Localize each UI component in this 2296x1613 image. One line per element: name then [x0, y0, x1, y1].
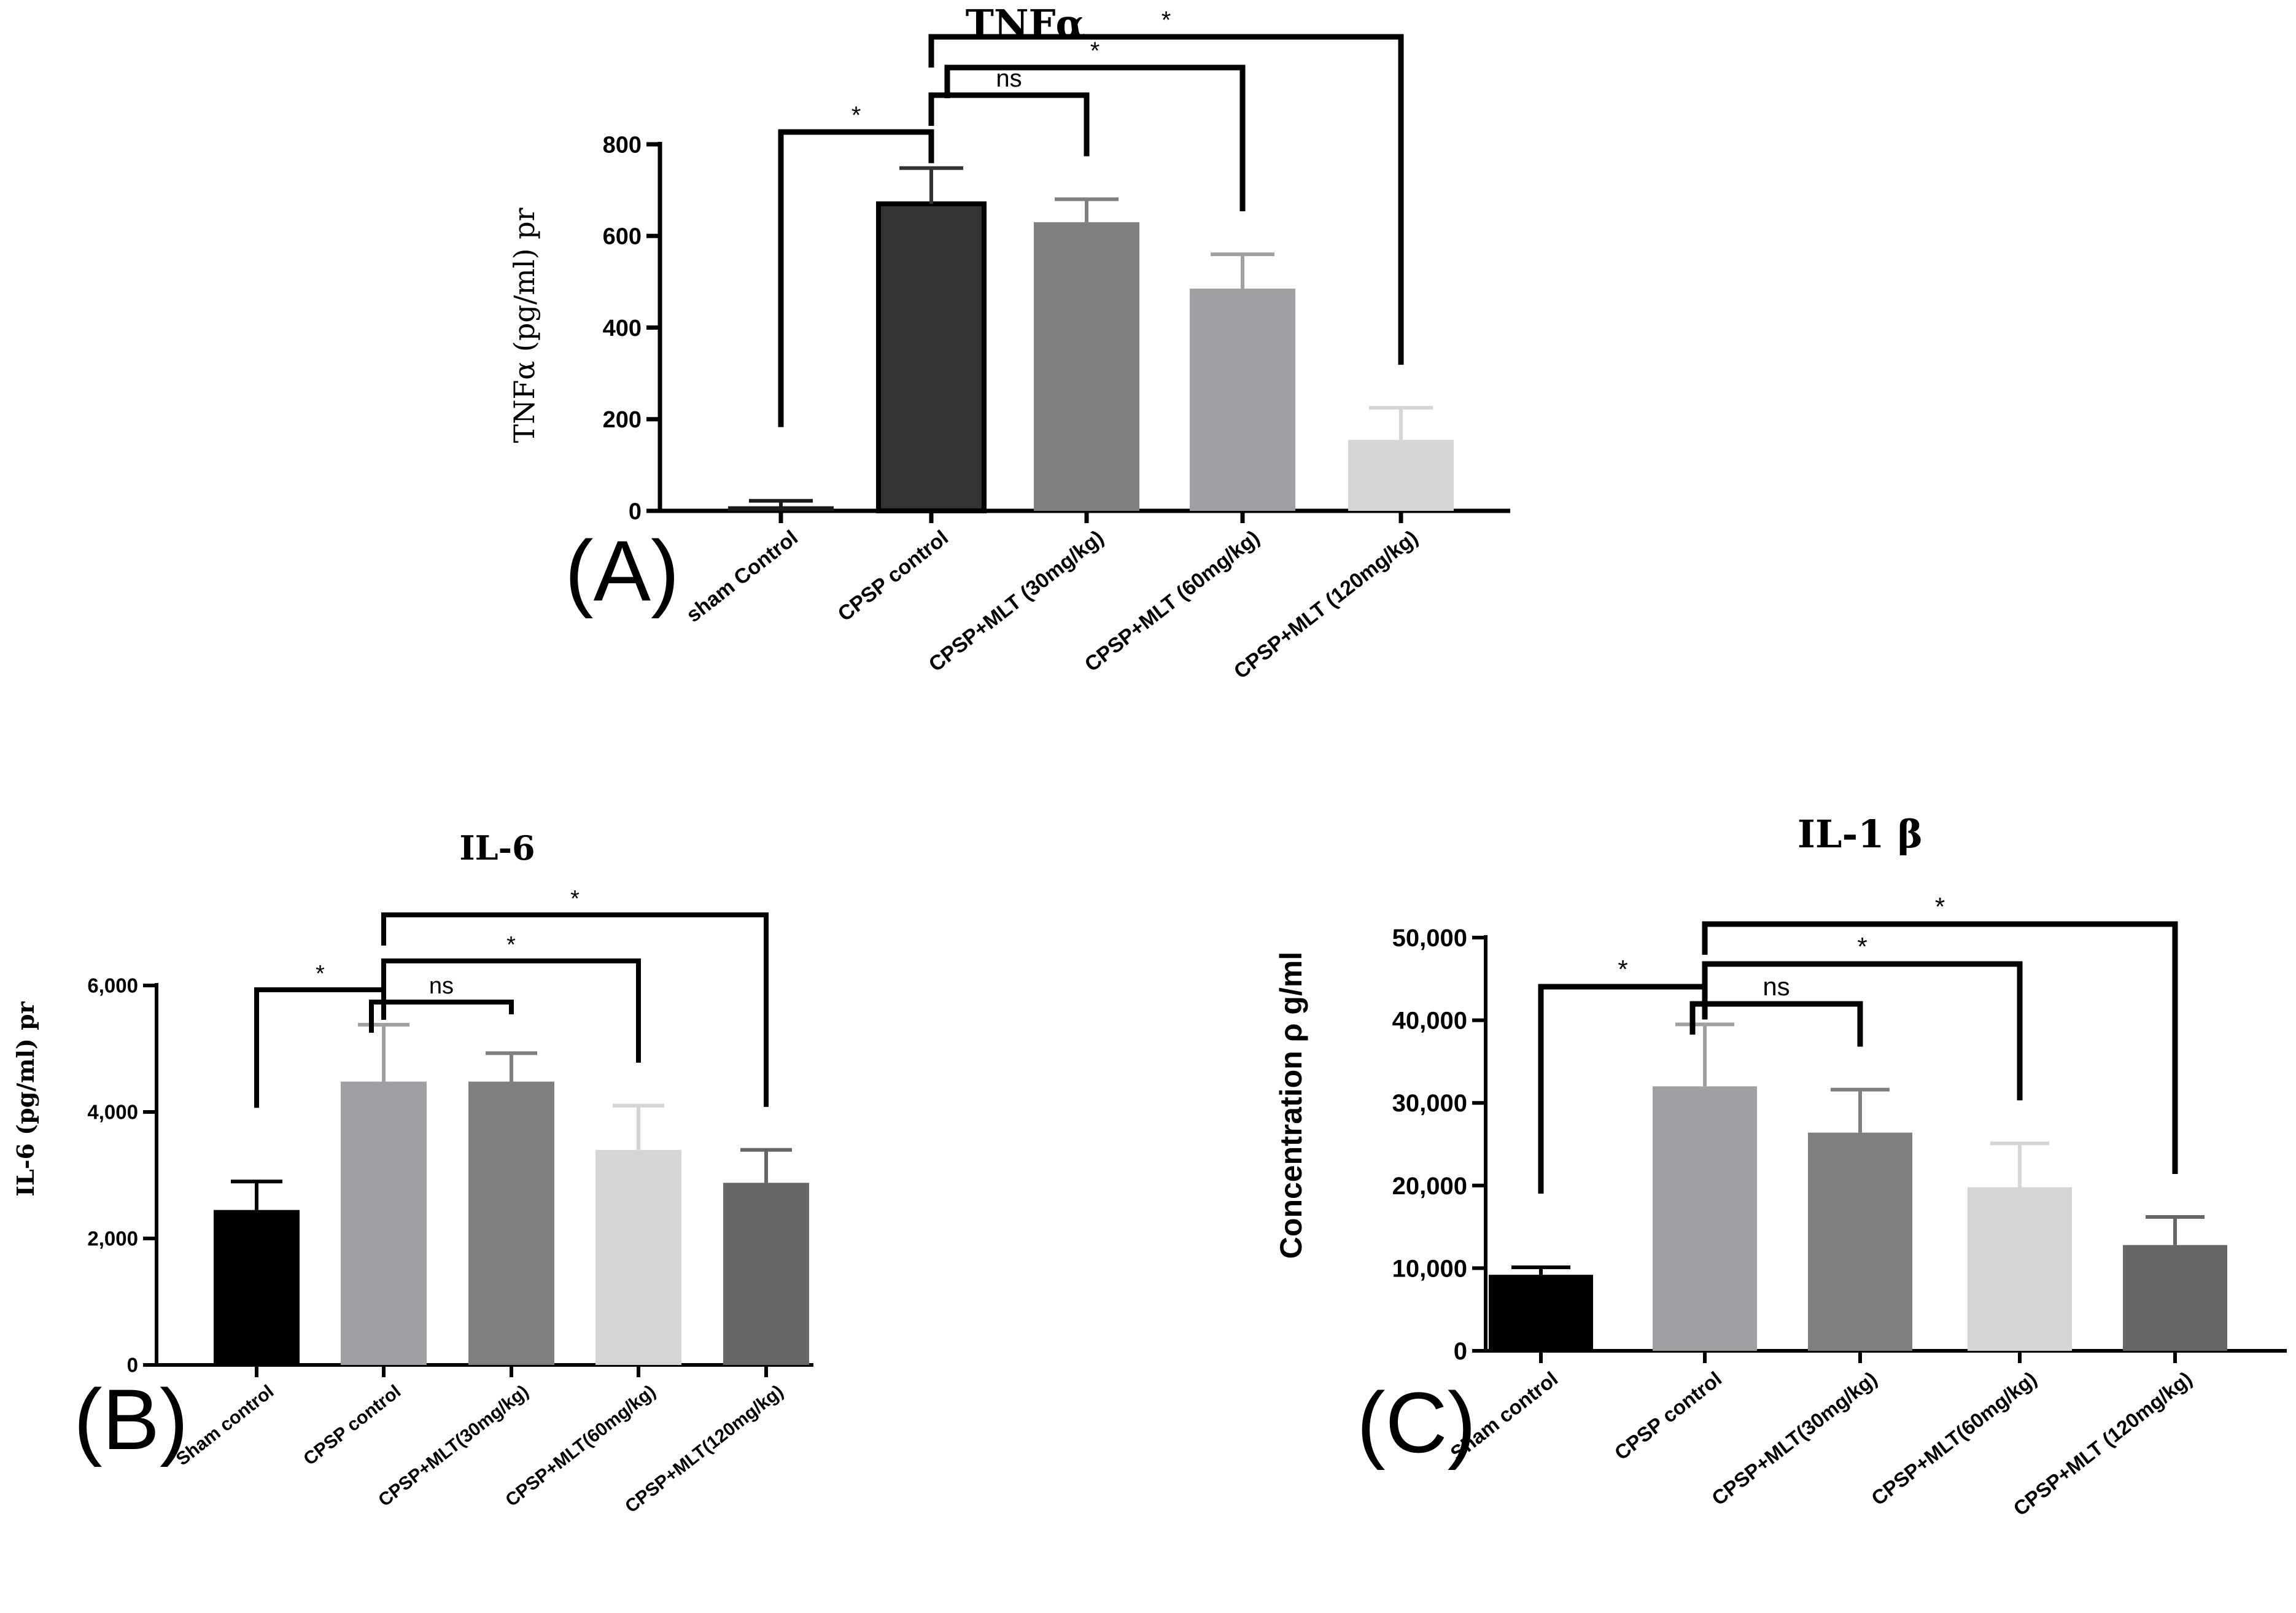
bar [214, 1210, 300, 1365]
y-tick-label: 50,000 [1392, 925, 1467, 952]
bar [1190, 289, 1295, 511]
chart-tnf-alpha: TNFα TNFα (pg/ml) pr (A) 0200400600800sh… [508, 1, 1510, 683]
significance-label: * [1618, 955, 1627, 984]
bar [595, 1149, 681, 1365]
bar [1348, 440, 1454, 511]
significance-label: * [851, 102, 861, 129]
y-tick-label: 600 [603, 224, 642, 250]
significance-bracket [928, 92, 1090, 157]
bar [341, 1081, 427, 1365]
significance-bracket [369, 1000, 514, 1033]
x-tick-label: sham Control [682, 526, 802, 627]
significance-label: * [1162, 7, 1171, 34]
significance-label: * [316, 961, 325, 987]
significance-bracket [254, 987, 386, 1108]
x-tick-label: CPSP+MLT (60mg/kg) [1080, 526, 1264, 676]
significance-bracket [1689, 1001, 1863, 1047]
bar [1808, 1132, 1912, 1351]
y-tick-label: 30,000 [1392, 1090, 1467, 1117]
significance-bracket [944, 64, 1246, 212]
significance-label: * [1090, 37, 1100, 64]
y-tick-label: 800 [603, 132, 642, 158]
chart-title: IL-6 [459, 828, 535, 868]
bar [728, 506, 834, 511]
significance-label: * [1935, 892, 1945, 921]
y-tick-label: 10,000 [1392, 1255, 1467, 1282]
bar [1968, 1187, 2072, 1351]
x-tick-label: CPSP control [300, 1382, 405, 1470]
chart-il-6: IL-6 IL-6 (pg/ml) pr (B) 0 2,000 4,000 6,00… [12, 828, 813, 1517]
y-axis-label: IL-6 (pg/ml) pr [12, 1001, 39, 1196]
significance-label: ns [1763, 972, 1790, 1001]
bar [2123, 1245, 2227, 1351]
bar [1489, 1275, 1593, 1351]
x-tick-label: CPSP+MLT(60mg/kg) [1867, 1367, 2041, 1510]
y-axis-label: TNFα (pg/ml) pr [508, 208, 541, 443]
panel-label: (C) [1357, 1374, 1476, 1471]
bar [1653, 1086, 1757, 1351]
y-tick-label: 6,000 [87, 974, 138, 997]
y-tick-label: 0 [629, 499, 642, 524]
chart-title: IL-1 β [1798, 812, 1923, 857]
x-tick-label: CPSP control [834, 526, 953, 626]
panel-label: (B) [74, 1371, 188, 1467]
y-tick-label: 2,000 [87, 1227, 138, 1250]
y-tick-label: 200 [603, 407, 642, 433]
bar [1034, 222, 1139, 511]
chart-marks: 0 2,000 4,000 6,000 Sham control CPSP control… [87, 886, 813, 1517]
bar [876, 201, 987, 513]
significance-label: * [570, 886, 580, 912]
y-axis-label: Concentration ρ g/ml [1274, 952, 1308, 1259]
significance-bracket [381, 912, 769, 1107]
bar [468, 1081, 554, 1365]
panel-label: (A) [565, 523, 680, 619]
significance-label: * [1857, 932, 1867, 961]
x-tick-label: CPSP control [1610, 1367, 1726, 1464]
significance-bracket [1702, 961, 2023, 1101]
significance-label: ns [429, 973, 454, 999]
chart-il-1-beta: IL-1 β Concentration ρ g/ml (C) 0 10,000 2… [1274, 812, 2287, 1520]
y-tick-label: 20,000 [1392, 1173, 1467, 1200]
y-tick-label: 0 [127, 1354, 138, 1377]
significance-bracket [778, 129, 934, 427]
significance-bracket [1702, 921, 2178, 1174]
y-tick-label: 4,000 [87, 1101, 138, 1124]
x-tick-label: Sham control [173, 1382, 277, 1470]
x-tick-label: CPSP+MLT (30mg/kg) [925, 526, 1108, 676]
bar [723, 1183, 809, 1365]
significance-bracket [381, 958, 641, 1063]
y-tick-label: 400 [603, 316, 642, 341]
significance-label: * [506, 932, 516, 958]
x-tick-label: CPSP+MLT(30mg/kg) [1707, 1367, 1881, 1510]
y-tick-label: 0 [1454, 1338, 1467, 1365]
significance-bracket [928, 34, 1404, 365]
y-tick-label: 40,000 [1392, 1008, 1467, 1035]
x-tick-label: CPSP+MLT (120mg/kg) [1230, 526, 1422, 683]
x-tick-label: CPSP+MLT (120mg/kg) [2009, 1367, 2197, 1520]
